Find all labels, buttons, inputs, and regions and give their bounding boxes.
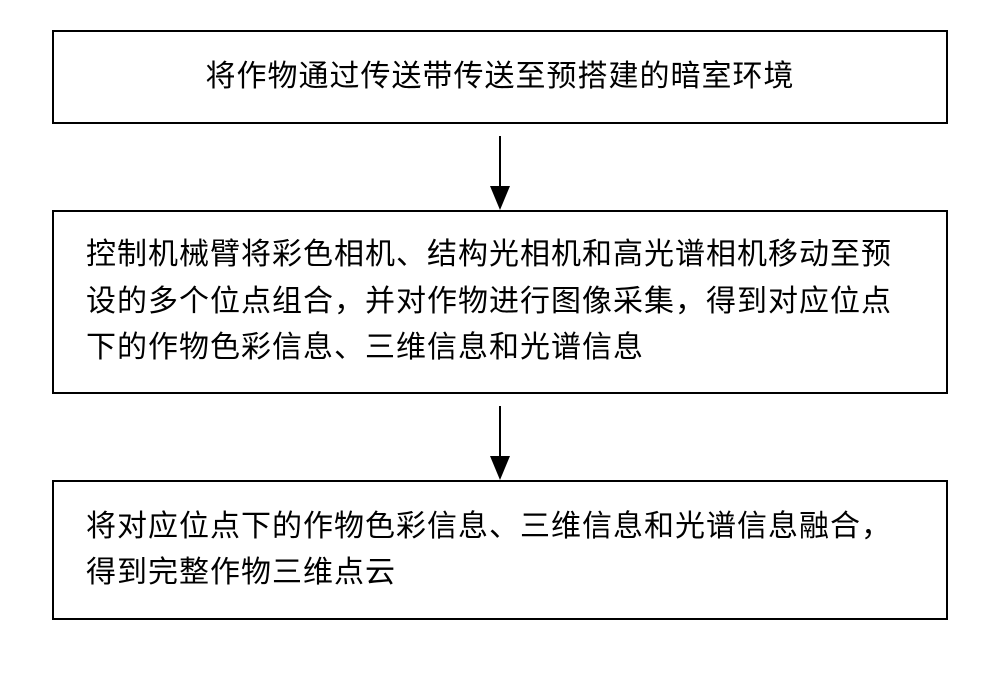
step-3-text: 将对应位点下的作物色彩信息、三维信息和光谱信息融合，得到完整作物三维点云: [84, 504, 916, 597]
step-2-text: 控制机械臂将彩色相机、结构光相机和高光谱相机移动至预设的多个位点组合，并对作物进…: [84, 232, 916, 372]
flowchart-step-3: 将对应位点下的作物色彩信息、三维信息和光谱信息融合，得到完整作物三维点云: [52, 480, 948, 620]
arrow-1-to-2: [52, 124, 948, 210]
flowchart-container: 将作物通过传送带传送至预搭建的暗室环境 控制机械臂将彩色相机、结构光相机和高光谱…: [52, 30, 948, 620]
arrow-head-icon: [490, 186, 510, 210]
step-1-text: 将作物通过传送带传送至预搭建的暗室环境: [206, 54, 795, 101]
flowchart-step-2: 控制机械臂将彩色相机、结构光相机和高光谱相机移动至预设的多个位点组合，并对作物进…: [52, 210, 948, 394]
arrow-2-to-3: [52, 394, 948, 480]
arrow-head-icon: [490, 456, 510, 480]
flowchart-step-1: 将作物通过传送带传送至预搭建的暗室环境: [52, 30, 948, 124]
